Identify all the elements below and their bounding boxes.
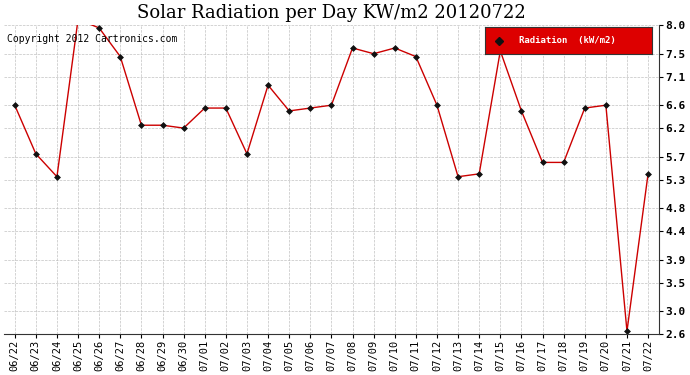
Text: Copyright 2012 Cartronics.com: Copyright 2012 Cartronics.com xyxy=(8,34,178,44)
Title: Solar Radiation per Day KW/m2 20120722: Solar Radiation per Day KW/m2 20120722 xyxy=(137,4,526,22)
